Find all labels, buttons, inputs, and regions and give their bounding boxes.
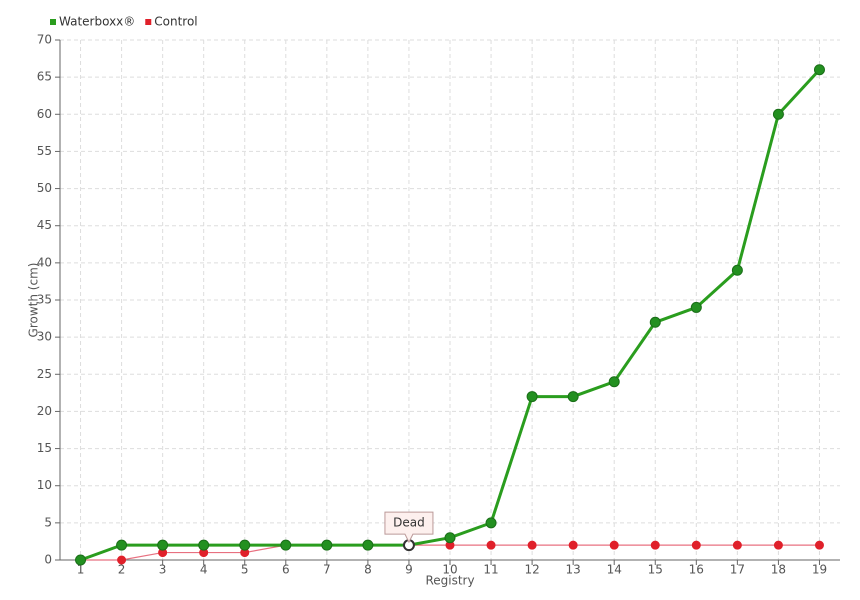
y-tick-label: 10: [37, 478, 52, 492]
data-point: [609, 540, 619, 550]
y-tick-label: 70: [37, 33, 52, 47]
x-tick-label: 14: [607, 563, 622, 577]
legend-swatch: [50, 19, 56, 25]
data-point: [444, 532, 456, 544]
y-tick-label: 50: [37, 181, 52, 195]
data-point: [321, 539, 333, 551]
data-point: [157, 539, 169, 551]
y-tick-label: 35: [37, 293, 52, 307]
y-tick-label: 45: [37, 218, 52, 232]
data-point: [526, 391, 538, 403]
x-tick-label: 8: [364, 563, 372, 577]
data-point: [773, 540, 783, 550]
y-tick-label: 0: [44, 553, 52, 567]
x-tick-label: 12: [524, 563, 539, 577]
x-tick-label: 16: [689, 563, 704, 577]
x-tick-label: 7: [323, 563, 331, 577]
data-point: [814, 540, 824, 550]
y-tick-label: 55: [37, 144, 52, 158]
x-tick-label: 15: [648, 563, 663, 577]
y-tick-label: 60: [37, 107, 52, 121]
data-point: [527, 540, 537, 550]
x-tick-label: 4: [200, 563, 208, 577]
x-tick-label: 10: [442, 563, 457, 577]
data-point: [731, 264, 743, 276]
legend-label: Control: [154, 15, 197, 29]
data-point: [362, 539, 374, 551]
y-tick-label: 30: [37, 330, 52, 344]
annotation-box: [384, 511, 434, 544]
data-point: [239, 539, 251, 551]
data-point: [690, 301, 702, 313]
x-tick-label: 9: [405, 563, 413, 577]
data-point: [772, 108, 784, 120]
legend-label: Waterboxx®: [59, 15, 135, 29]
y-tick-label: 65: [37, 70, 52, 84]
data-point: [198, 539, 210, 551]
x-tick-label: 11: [483, 563, 498, 577]
x-axis-label: Registry: [425, 574, 474, 588]
y-tick-label: 40: [37, 255, 52, 269]
data-point: [116, 539, 128, 551]
annotation-text: Dead: [393, 516, 425, 530]
legend-swatch: [145, 19, 152, 25]
x-tick-label: 1: [77, 563, 85, 577]
data-point: [117, 555, 127, 565]
data-point: [813, 64, 825, 76]
x-tick-label: 5: [241, 563, 249, 577]
data-point: [485, 517, 497, 529]
y-tick-label: 20: [37, 404, 52, 418]
x-tick-label: 3: [159, 563, 167, 577]
data-point: [280, 539, 292, 551]
data-point: [691, 540, 701, 550]
y-tick-label: 25: [37, 367, 52, 381]
data-point: [75, 554, 87, 566]
data-point: [568, 540, 578, 550]
x-tick-label: 19: [812, 563, 827, 577]
data-point: [486, 540, 496, 550]
x-tick-label: 2: [118, 563, 126, 577]
x-tick-label: 18: [771, 563, 786, 577]
data-point: [649, 316, 661, 328]
x-tick-label: 13: [566, 563, 581, 577]
y-axis-label: Growth (cm): [27, 263, 41, 338]
data-point: [567, 391, 579, 403]
y-tick-label: 5: [44, 515, 52, 529]
y-tick-label: 15: [37, 441, 52, 455]
x-tick-label: 6: [282, 563, 290, 577]
data-point: [732, 540, 742, 550]
x-tick-label: 17: [730, 563, 745, 577]
data-point: [608, 376, 620, 388]
data-point: [650, 540, 660, 550]
